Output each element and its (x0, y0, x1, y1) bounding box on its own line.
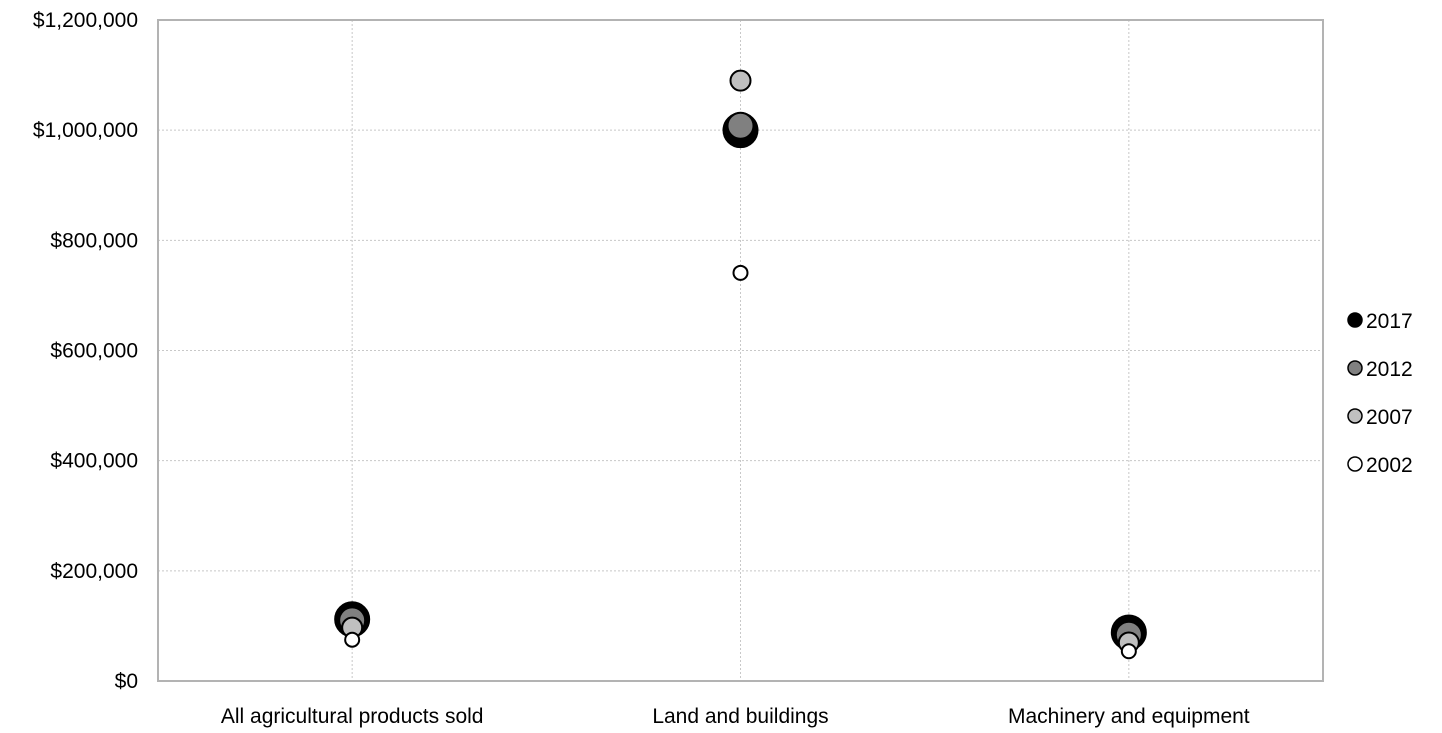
data-markers (334, 69, 1147, 660)
legend-marker-2017 (1347, 312, 1363, 328)
data-point-2002 (732, 264, 749, 281)
x-tick-label: Land and buildings (652, 705, 828, 728)
legend-marker-2012 (1347, 360, 1363, 376)
legend-label: 2017 (1366, 310, 1413, 333)
x-tick-label: All agricultural products sold (221, 705, 484, 728)
data-point-2012 (726, 111, 755, 140)
y-tick-label: $200,000 (50, 560, 138, 583)
data-point-2007 (729, 69, 752, 92)
y-tick-label: $0 (115, 670, 138, 693)
legend-marker-2007 (1347, 408, 1363, 424)
y-tick-label: $1,000,000 (33, 119, 138, 142)
y-tick-label: $1,200,000 (33, 9, 138, 32)
legend-marker-2002 (1347, 456, 1363, 472)
data-point-2002 (344, 631, 361, 648)
x-axis-tick-labels: All agricultural products sold Land and b… (221, 705, 1250, 728)
x-tick-label: Machinery and equipment (1008, 705, 1250, 728)
y-tick-label: $600,000 (50, 340, 138, 363)
data-point-2002 (1120, 643, 1137, 660)
y-tick-label: $400,000 (50, 450, 138, 473)
plot-area-border (157, 19, 1324, 682)
y-axis-tick-labels: $0 $200,000 $400,000 $600,000 $800,000 $1,000… (33, 9, 138, 693)
legend-label: 2002 (1366, 454, 1413, 477)
y-tick-label: $800,000 (50, 229, 138, 252)
legend-label: 2007 (1366, 406, 1413, 429)
legend-label: 2012 (1366, 358, 1413, 381)
legend: 2017 2012 2007 2002 (1347, 310, 1413, 477)
